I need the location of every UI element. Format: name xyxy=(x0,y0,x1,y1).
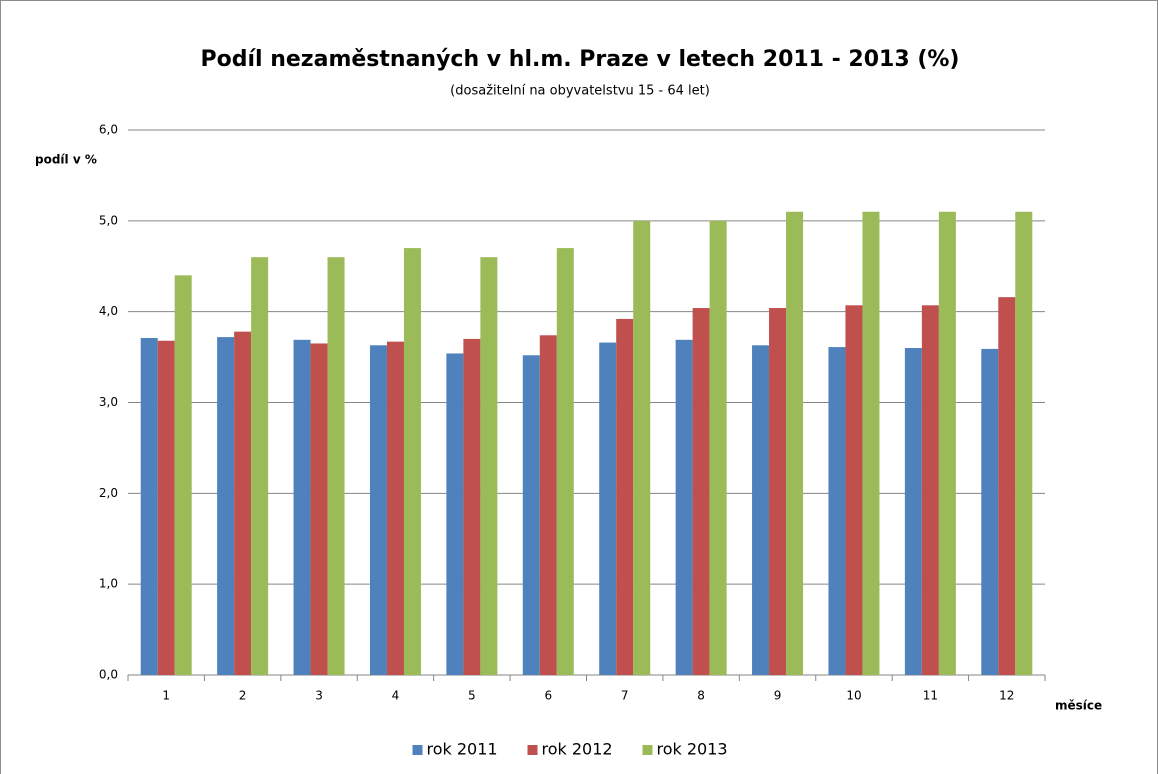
bar xyxy=(1015,211,1033,675)
bar xyxy=(217,337,235,675)
legend-label: rok 2012 xyxy=(542,740,613,759)
bar xyxy=(709,220,727,676)
bar xyxy=(234,331,252,675)
x-tick-label: 12 xyxy=(999,689,1014,703)
bar xyxy=(692,308,710,675)
chart-title: Podíl nezaměstnaných v hl.m. Praze v let… xyxy=(201,47,960,72)
bar xyxy=(786,211,804,675)
legend-label: rok 2011 xyxy=(427,740,498,759)
legend-swatch xyxy=(527,745,538,755)
bar xyxy=(981,348,999,675)
bar xyxy=(938,211,956,675)
x-tick-label: 11 xyxy=(923,689,938,703)
bar xyxy=(998,297,1016,675)
y-tick-label: 0,0 xyxy=(99,668,118,682)
bar xyxy=(140,338,158,675)
bar xyxy=(522,355,540,675)
bar xyxy=(556,248,574,676)
x-tick-label: 1 xyxy=(162,689,170,703)
x-tick-label: 9 xyxy=(774,689,782,703)
bar xyxy=(480,257,498,675)
x-tick-label: 8 xyxy=(697,689,705,703)
y-tick-label: 1,0 xyxy=(99,577,118,591)
bar xyxy=(633,220,651,676)
bar xyxy=(599,342,617,675)
x-axis-label: měsíce xyxy=(1055,699,1102,713)
bar xyxy=(921,305,939,675)
x-tick-label: 4 xyxy=(392,689,400,703)
bar xyxy=(675,339,693,675)
x-tick-label: 10 xyxy=(846,689,861,703)
bar xyxy=(616,318,634,675)
bar xyxy=(251,257,269,675)
bar xyxy=(386,341,404,675)
bar xyxy=(327,257,345,675)
bar xyxy=(845,305,863,675)
legend-label: rok 2013 xyxy=(657,740,728,759)
bar xyxy=(369,345,387,675)
bar xyxy=(463,338,481,675)
y-tick-label: 4,0 xyxy=(99,304,118,318)
bar xyxy=(446,353,464,675)
bar xyxy=(157,340,175,675)
y-tick-label: 6,0 xyxy=(99,123,118,137)
legend-swatch xyxy=(642,745,653,755)
bar xyxy=(403,248,421,676)
chart-subtitle: (dosažitelní na obyvatelstvu 15 - 64 let… xyxy=(450,84,710,99)
y-axis-label: podíl v % xyxy=(35,153,97,167)
bar xyxy=(752,345,770,675)
bar xyxy=(904,348,922,675)
y-tick-label: 3,0 xyxy=(99,395,118,409)
x-tick-label: 7 xyxy=(621,689,629,703)
bar xyxy=(539,335,557,675)
bar xyxy=(293,339,311,675)
x-tick-label: 3 xyxy=(315,689,323,703)
y-tick-label: 5,0 xyxy=(99,213,118,227)
x-tick-label: 2 xyxy=(239,689,247,703)
bar xyxy=(310,343,328,675)
bar xyxy=(828,347,846,675)
bar xyxy=(862,211,880,675)
bar xyxy=(174,275,192,675)
bar xyxy=(769,308,787,675)
legend-swatch xyxy=(412,745,423,755)
y-tick-label: 2,0 xyxy=(99,486,118,500)
x-tick-label: 5 xyxy=(468,689,476,703)
x-tick-label: 6 xyxy=(544,689,552,703)
